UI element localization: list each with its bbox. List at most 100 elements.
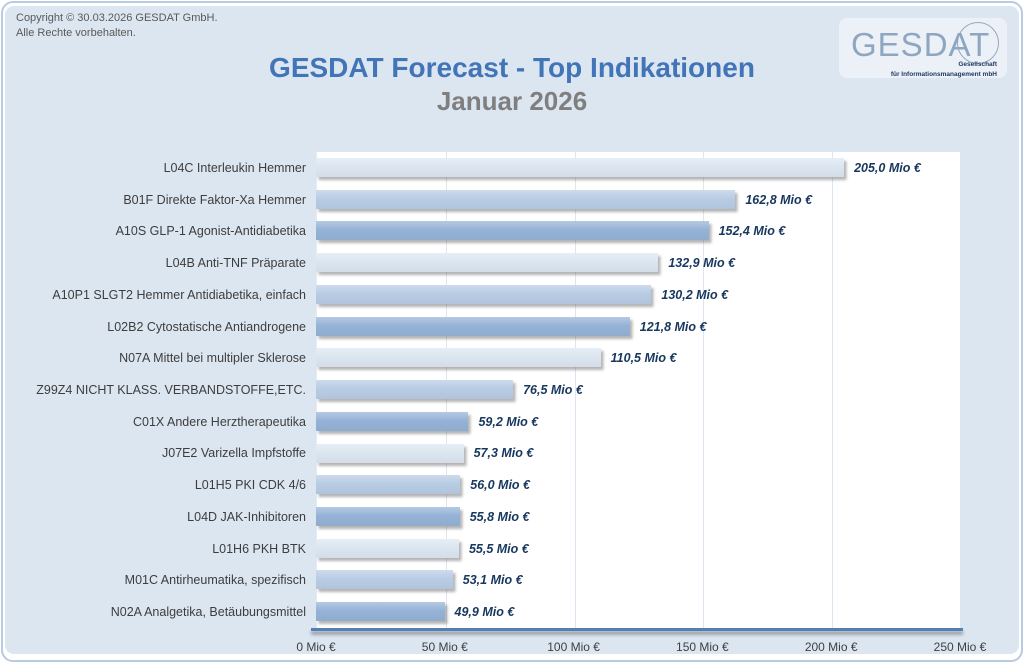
bar xyxy=(316,443,464,463)
bar-zone: 56,0 Mio € xyxy=(316,469,960,501)
bar xyxy=(316,602,445,622)
bar xyxy=(316,158,845,177)
bar-zone: 152,4 Mio € xyxy=(316,215,960,247)
bar-zone: 130,2 Mio € xyxy=(316,279,960,311)
report-panel: Copyright © 30.03.2026 GESDAT GmbH. Alle… xyxy=(5,6,1019,654)
value-label: 56,0 Mio € xyxy=(470,478,530,493)
logo-subtext: Gesellschaft für Informationsmanagement … xyxy=(890,61,997,78)
bar-zone: 59,2 Mio € xyxy=(316,406,960,438)
category-label: J07E2 Varizella Impfstoffe xyxy=(161,446,306,461)
bar-row: C01X Andere Herztherapeutika 59,2 Mio € xyxy=(5,406,1024,438)
category-label: M01C Antirheumatika, spezifisch xyxy=(124,573,306,588)
bar-row: L04D JAK-Inhibitoren 55,8 Mio € xyxy=(5,501,1024,533)
x-axis-line xyxy=(311,628,963,631)
bar xyxy=(316,380,514,400)
copyright-line2: Alle Rechte vorbehalten. xyxy=(16,27,136,40)
value-label: 110,5 Mio € xyxy=(610,351,677,366)
gridline-100 xyxy=(574,152,576,628)
bar-zone: 57,3 Mio € xyxy=(316,438,960,470)
title-block: GESDAT Forecast - Top Indikationen Janua… xyxy=(5,52,1019,117)
value-label: 76,5 Mio € xyxy=(523,382,583,397)
x-tick-label: 250 Mio € xyxy=(933,640,987,654)
bar-zone: 162,8 Mio € xyxy=(316,184,960,216)
bar-row: B01F Direkte Faktor-Xa Hemmer 162,8 Mio € xyxy=(5,184,1024,216)
bar xyxy=(316,570,453,590)
bar xyxy=(316,221,709,241)
value-label: 55,8 Mio € xyxy=(469,509,530,524)
bar xyxy=(316,284,652,304)
bar-zone: 55,5 Mio € xyxy=(316,533,960,565)
bar xyxy=(316,538,459,558)
gridline-200 xyxy=(832,152,834,628)
x-tick-label: 150 Mio € xyxy=(676,640,729,654)
copyright-line1: Copyright © 30.03.2026 GESDAT GmbH. xyxy=(16,12,218,24)
chart-subtitle: Januar 2026 xyxy=(436,86,588,116)
bar xyxy=(316,316,630,336)
x-tick-label: 0 Mio € xyxy=(296,640,336,654)
x-tick-label: 200 Mio € xyxy=(804,640,858,654)
category-label: L04C Interleukin Hemmer xyxy=(163,160,306,175)
bar-row: J07E2 Varizella Impfstoffe 57,3 Mio € xyxy=(5,438,1024,470)
bar-rows: L04C Interleukin Hemmer 205,0 Mio € B01F D… xyxy=(5,152,1024,628)
value-label: 132,9 Mio € xyxy=(668,256,736,271)
logo-circle-icon xyxy=(957,22,999,64)
category-label: N07A Mittel bei multipler Sklerose xyxy=(119,351,306,366)
bar-row: L01H6 PKH BTK 55,5 Mio € xyxy=(5,533,1024,565)
bar-row: L04B Anti-TNF Präparate 132,9 Mio € xyxy=(5,247,1024,279)
bar-row: N07A Mittel bei multipler Sklerose 110,5 … xyxy=(5,342,1024,374)
category-label: L04B Anti-TNF Präparate xyxy=(165,256,306,271)
value-label: 152,4 Mio € xyxy=(718,224,786,239)
category-label: L01H5 PKI CDK 4/6 xyxy=(194,478,306,493)
bar-zone: 49,9 Mio € xyxy=(316,596,960,628)
bar-row: L02B2 Cytostatische Antiandrogene 121,8 M… xyxy=(5,311,1024,343)
bar-zone: 132,9 Mio € xyxy=(316,247,960,279)
logo-wordmark: GESDAT xyxy=(851,26,991,63)
gridline-150 xyxy=(703,152,705,628)
bar xyxy=(316,411,469,431)
value-label: 53,1 Mio € xyxy=(462,573,523,588)
value-label: 57,3 Mio € xyxy=(473,446,534,461)
bar-row: L01H5 PKI CDK 4/6 56,0 Mio € xyxy=(5,469,1024,501)
bar-zone: 53,1 Mio € xyxy=(316,564,960,596)
value-label: 59,2 Mio € xyxy=(478,414,539,429)
bar xyxy=(316,507,460,527)
category-label: Z99Z4 NICHT KLASS. VERBANDSTOFFE,ETC. xyxy=(36,382,306,397)
gesdat-logo: GESDAT Gesellschaft für Informationsmana… xyxy=(839,18,1007,78)
bar xyxy=(316,189,736,209)
category-label: L02B2 Cytostatische Antiandrogene xyxy=(107,319,306,334)
category-label: A10S GLP-1 Agonist-Antidiabetika xyxy=(115,224,306,239)
bar-zone: 76,5 Mio € xyxy=(316,374,960,406)
bar-row: A10S GLP-1 Agonist-Antidiabetika 152,4 Mi… xyxy=(5,215,1024,247)
category-label: L04D JAK-Inhibitoren xyxy=(187,509,306,524)
value-label: 162,8 Mio € xyxy=(745,192,813,207)
value-label: 205,0 Mio € xyxy=(854,160,921,175)
category-label: A10P1 SLGT2 Hemmer Antidiabetika, einfac… xyxy=(52,287,306,302)
copyright-notice: Copyright © 30.03.2026 GESDAT GmbH. Alle… xyxy=(16,11,218,42)
bar-row: A10P1 SLGT2 Hemmer Antidiabetika, einfac… xyxy=(5,279,1024,311)
value-label: 121,8 Mio € xyxy=(639,319,707,334)
bar-row: N02A Analgetika, Betäubungsmittel 49,9 Mi… xyxy=(5,596,1024,628)
category-label: N02A Analgetika, Betäubungsmittel xyxy=(110,605,306,620)
chart-title: GESDAT Forecast - Top Indikationen xyxy=(269,52,755,83)
category-label: B01F Direkte Faktor-Xa Hemmer xyxy=(123,192,306,207)
bar-zone: 110,5 Mio € xyxy=(316,342,960,374)
gridline-250 xyxy=(960,152,961,628)
bar-zone: 55,8 Mio € xyxy=(316,501,960,533)
bar-zone: 205,0 Mio € xyxy=(316,152,960,184)
x-axis-ticks: 0 Mio € 50 Mio € 100 Mio € 150 Mio € 200 Mio… xyxy=(5,640,1024,658)
category-label: L01H6 PKH BTK xyxy=(212,541,306,556)
value-label: 55,5 Mio € xyxy=(468,541,529,556)
x-tick-label: 100 Mio € xyxy=(547,640,600,654)
category-label: C01X Andere Herztherapeutika xyxy=(132,414,306,429)
bar xyxy=(316,253,659,273)
value-label: 49,9 Mio € xyxy=(454,605,515,620)
bar-row: M01C Antirheumatika, spezifisch 53,1 Mio … xyxy=(5,564,1024,596)
bar xyxy=(316,348,601,368)
bar-row: Z99Z4 NICHT KLASS. VERBANDSTOFFE,ETC. 76,… xyxy=(5,374,1024,406)
bar-zone: 121,8 Mio € xyxy=(316,311,960,343)
x-tick-label: 50 Mio € xyxy=(421,640,468,654)
value-label: 130,2 Mio € xyxy=(661,287,729,302)
bar-row: L04C Interleukin Hemmer 205,0 Mio € xyxy=(5,152,1024,184)
